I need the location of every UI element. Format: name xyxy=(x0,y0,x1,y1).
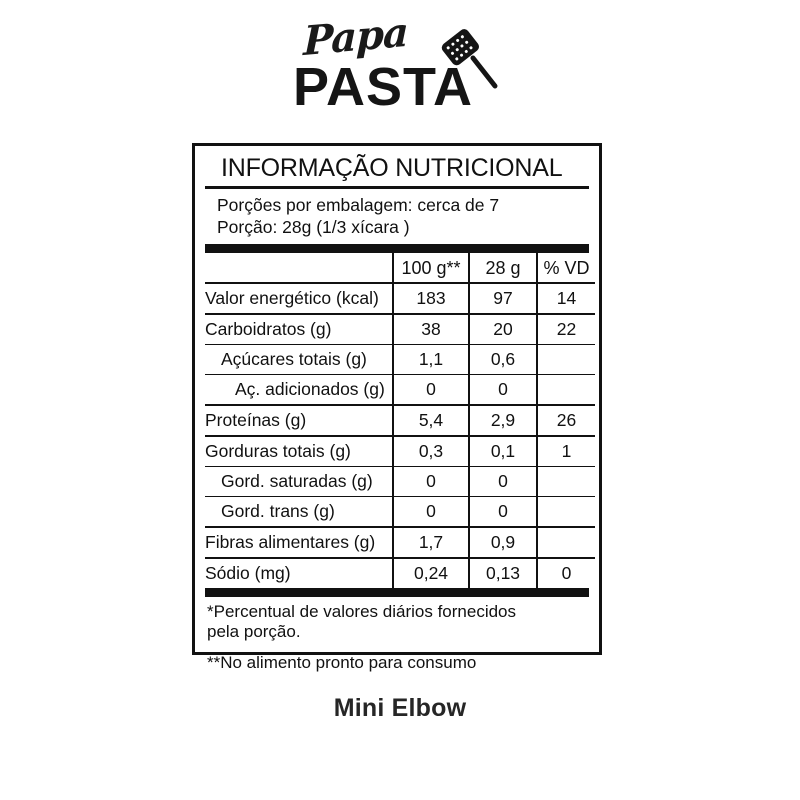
nutrient-value-percent-vd: 1 xyxy=(536,435,595,467)
nutrient-value-per-28g: 2,9 xyxy=(468,404,537,437)
column-header-percent-vd: % VD xyxy=(536,253,595,284)
nutrient-value-per-100g: 1,1 xyxy=(392,344,469,375)
nutrition-table: 100 g** 28 g % VD Valor energético (kcal… xyxy=(205,253,595,589)
serving-information: Porções por embalagem: cerca de 7 Porção… xyxy=(205,189,589,244)
nutrient-value-per-28g: 0 xyxy=(468,466,537,497)
table-row: Gord. saturadas (g) 0 0 xyxy=(205,466,595,497)
nutrient-value-percent-vd xyxy=(536,344,595,375)
footnote-daily-values-line1: *Percentual de valores diários fornecido… xyxy=(207,602,517,622)
nutrient-value-percent-vd: 0 xyxy=(536,557,595,589)
table-row: Carboidratos (g) 38 20 22 xyxy=(205,313,595,345)
nutrient-value-per-28g: 0 xyxy=(468,496,537,528)
pasta-gnocchi-board-icon xyxy=(433,28,505,100)
nutrient-name: Sódio (mg) xyxy=(205,557,393,589)
nutrient-value-percent-vd: 14 xyxy=(536,282,595,315)
nutrient-name: Gord. saturadas (g) xyxy=(205,466,393,497)
table-row: Gord. trans (g) 0 0 xyxy=(205,496,595,528)
nutrient-value-per-28g: 20 xyxy=(468,313,537,345)
servings-per-package: Porções por embalagem: cerca de 7 xyxy=(217,195,500,216)
nutrient-name: Aç. adicionados (g) xyxy=(205,374,393,406)
serving-size: Porção: 28g (1/3 xícara ) xyxy=(217,217,410,238)
table-bottom-bar xyxy=(205,588,589,598)
nutrient-name: Carboidratos (g) xyxy=(205,313,393,345)
nutrient-value-per-28g: 97 xyxy=(468,282,537,315)
footnote-daily-values: *Percentual de valores diários fornecido… xyxy=(207,602,589,642)
product-name: Mini Elbow xyxy=(333,694,467,722)
nutrient-value-percent-vd xyxy=(536,466,595,497)
table-header-row: 100 g** 28 g % VD xyxy=(205,253,595,284)
footnotes: *Percentual de valores diários fornecido… xyxy=(205,597,589,673)
nutrient-value-per-28g: 0 xyxy=(468,374,537,406)
nutrient-value-per-100g: 0 xyxy=(392,466,469,497)
nutrient-value-per-100g: 0,3 xyxy=(392,435,469,467)
nutrient-value-percent-vd: 26 xyxy=(536,404,595,437)
brand-block-word: PASTA xyxy=(293,57,473,117)
nutrient-value-per-28g: 0,1 xyxy=(468,435,537,467)
nutrient-value-per-100g: 0 xyxy=(392,496,469,528)
column-header-per-28g: 28 g xyxy=(468,253,537,284)
brand-logo: Papa PASTA xyxy=(0,9,800,122)
table-row: Gorduras totais (g) 0,3 0,1 1 xyxy=(205,435,595,467)
nutrient-name: Proteínas (g) xyxy=(205,404,393,437)
footnote-prepared-food: **No alimento pronto para consumo xyxy=(207,653,477,673)
table-row: Proteínas (g) 5,4 2,9 26 xyxy=(205,404,595,437)
table-row: Fibras alimentares (g) 1,7 0,9 xyxy=(205,526,595,559)
nutrient-value-per-28g: 0,13 xyxy=(468,557,537,589)
table-row: Aç. adicionados (g) 0 0 xyxy=(205,374,595,406)
nutrient-name: Açúcares totais (g) xyxy=(205,344,393,375)
nutrient-value-per-100g: 183 xyxy=(392,282,469,315)
nutrient-value-percent-vd xyxy=(536,374,595,406)
table-row: Açúcares totais (g) 1,1 0,6 xyxy=(205,344,595,375)
table-row: Valor energético (kcal) 183 97 14 xyxy=(205,282,595,315)
nutrient-value-percent-vd xyxy=(536,526,595,559)
footnote-daily-values-line2: pela porção. xyxy=(207,622,301,642)
nutrient-value-percent-vd: 22 xyxy=(536,313,595,345)
title-divider xyxy=(205,186,589,190)
brand-script-word: Papa xyxy=(302,8,409,66)
nutrient-name: Fibras alimentares (g) xyxy=(205,526,393,559)
nutrient-value-per-100g: 0,24 xyxy=(392,557,469,589)
nutrient-value-per-100g: 5,4 xyxy=(392,404,469,437)
table-top-bar xyxy=(205,244,589,254)
column-header-name xyxy=(205,253,393,283)
nutrient-name: Valor energético (kcal) xyxy=(205,282,393,315)
nutrient-value-per-28g: 0,9 xyxy=(468,526,537,559)
nutrient-value-per-100g: 38 xyxy=(392,313,469,345)
table-row: Sódio (mg) 0,24 0,13 0 xyxy=(205,557,595,589)
nutrient-name: Gorduras totais (g) xyxy=(205,435,393,467)
nutrient-value-percent-vd xyxy=(536,496,595,528)
nutrient-value-per-100g: 0 xyxy=(392,374,469,406)
nutrient-value-per-28g: 0,6 xyxy=(468,344,537,375)
nutrient-value-per-100g: 1,7 xyxy=(392,526,469,559)
nutrition-facts-panel: INFORMAÇÃO NUTRICIONAL Porções por embal… xyxy=(192,143,602,672)
column-header-per-100g: 100 g** xyxy=(392,253,469,284)
nutrient-name: Gord. trans (g) xyxy=(205,496,393,528)
nutrition-panel-title: INFORMAÇÃO NUTRICIONAL xyxy=(221,154,563,182)
